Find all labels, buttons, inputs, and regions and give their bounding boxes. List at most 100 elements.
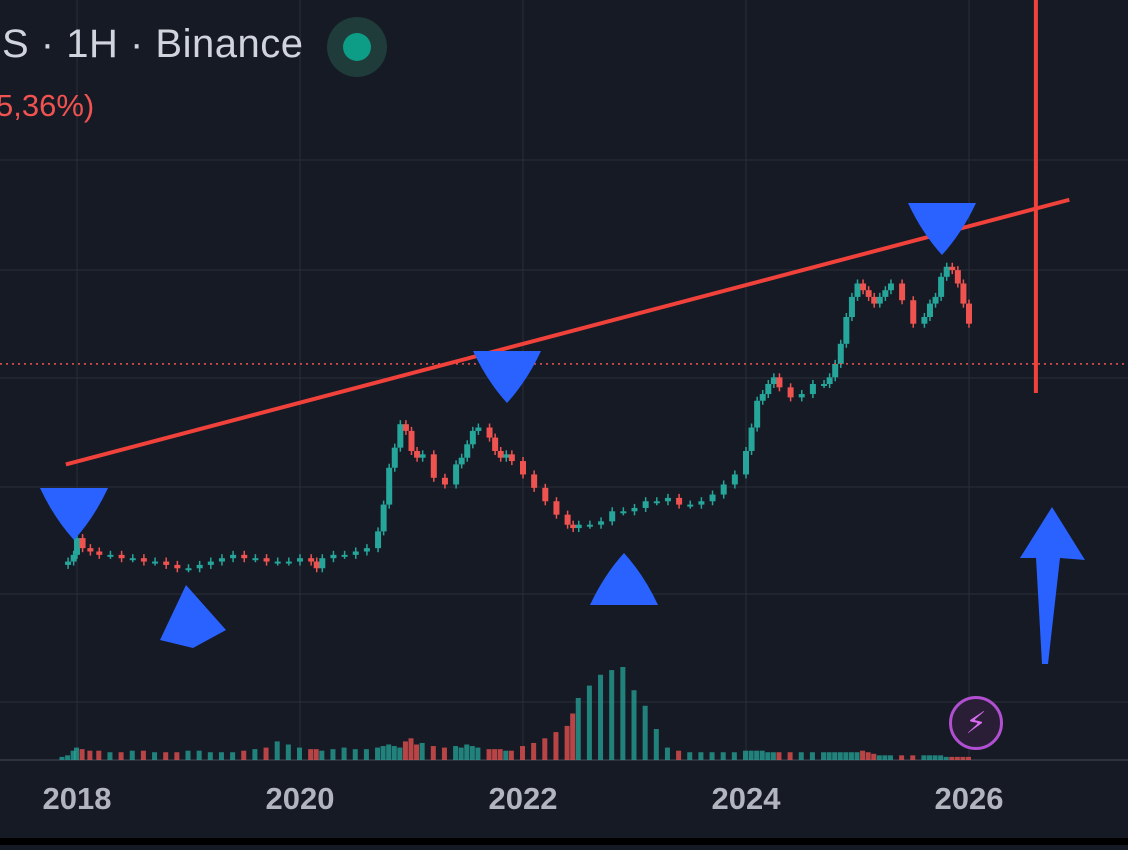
candle-body xyxy=(492,437,499,451)
volume-bar xyxy=(313,749,319,760)
volume-bar xyxy=(687,752,693,760)
candle-body xyxy=(503,454,510,458)
candle-body xyxy=(531,474,538,488)
candle-body xyxy=(759,394,766,401)
candle-body xyxy=(469,430,476,445)
trendline xyxy=(65,197,1070,467)
volume-bar xyxy=(419,742,425,760)
volume-bar xyxy=(720,752,726,760)
volume-bar xyxy=(609,670,615,760)
candle-body xyxy=(274,561,281,564)
candle-body xyxy=(308,558,315,562)
arrow-up-icon xyxy=(1020,507,1085,664)
candle-body xyxy=(380,504,387,532)
volume-bar xyxy=(832,752,838,760)
volume-bar xyxy=(575,698,581,760)
volume-bar xyxy=(542,738,548,760)
candle-body xyxy=(575,524,582,529)
candle-body xyxy=(441,477,448,485)
candle-body xyxy=(882,290,889,297)
x-tick-label: 2020 xyxy=(266,781,335,816)
candle-body xyxy=(375,531,382,549)
volume-bar xyxy=(899,755,905,760)
volume-bar xyxy=(620,667,626,760)
volume-bar xyxy=(464,744,470,760)
volume-bar xyxy=(676,750,682,760)
symbol-title: S · 1H · Binance xyxy=(2,22,304,66)
volume-bar xyxy=(882,755,888,760)
volume-bar xyxy=(564,725,570,760)
volume-bar xyxy=(163,752,169,760)
candle-body xyxy=(140,558,147,562)
volume-bar xyxy=(949,756,955,760)
volume-bar xyxy=(74,747,79,760)
candle-body xyxy=(414,451,421,458)
volume-bar xyxy=(285,744,291,760)
candle-body xyxy=(419,454,426,458)
candle-body xyxy=(826,377,833,384)
volume-bar xyxy=(129,750,135,760)
candle-body xyxy=(185,568,192,571)
volume-bar xyxy=(380,746,386,760)
volume-bar xyxy=(492,749,498,760)
candle-body xyxy=(458,457,465,465)
volume-bar xyxy=(910,755,916,760)
candle-body xyxy=(620,511,627,514)
volume-bar xyxy=(743,750,748,760)
candle-body xyxy=(564,514,571,525)
candle-body xyxy=(954,270,961,284)
candle-body xyxy=(87,548,94,552)
candle-body xyxy=(508,454,515,462)
candle-body xyxy=(899,283,906,301)
x-tick-label: 2026 xyxy=(935,781,1004,816)
market-status-badge xyxy=(327,17,387,77)
volume-bar xyxy=(469,746,475,760)
volume-bar xyxy=(352,749,358,760)
candle-body xyxy=(319,558,326,569)
candle-body xyxy=(664,497,671,502)
arrow-up-icon xyxy=(160,585,226,648)
candle-body xyxy=(542,487,549,502)
x-tick-label: 2022 xyxy=(489,781,558,816)
candle-body xyxy=(765,384,772,395)
bottom-bar xyxy=(0,838,1128,845)
candle-body xyxy=(402,424,409,431)
candle-body xyxy=(96,551,103,555)
volume-bar xyxy=(330,749,336,760)
candle-body xyxy=(854,283,861,297)
candle-body xyxy=(118,554,125,559)
candle-body xyxy=(938,276,945,297)
candle-body xyxy=(475,427,482,431)
volume-bar xyxy=(653,729,659,760)
candle-body xyxy=(754,400,761,428)
x-tick-label: 2018 xyxy=(43,781,112,816)
volume-bar xyxy=(402,741,408,760)
candle-body xyxy=(252,558,259,561)
volume-bar xyxy=(408,738,414,760)
candle-body xyxy=(653,501,660,504)
candle-body xyxy=(598,521,605,525)
volume-bar xyxy=(218,752,224,760)
candle-body xyxy=(731,474,738,485)
volume-bar xyxy=(341,747,347,760)
candle-body xyxy=(363,548,370,552)
volume-bar xyxy=(414,744,420,760)
volume-bar xyxy=(531,742,537,760)
candle-body xyxy=(865,290,872,297)
arrow-up-icon xyxy=(590,553,658,605)
candle-body xyxy=(163,561,170,565)
volume-bar xyxy=(391,746,397,760)
candle-body xyxy=(871,296,878,304)
candle-body xyxy=(570,524,577,529)
volume-bar xyxy=(375,747,381,760)
volume-bar xyxy=(821,752,827,760)
volume-bar xyxy=(503,750,509,760)
flash-button[interactable]: ⚡ xyxy=(949,696,1003,750)
volume-bar xyxy=(871,753,877,760)
candle-body xyxy=(65,561,72,565)
candle-body xyxy=(832,363,839,378)
volume-bar xyxy=(453,746,459,760)
volume-bar xyxy=(787,752,793,760)
